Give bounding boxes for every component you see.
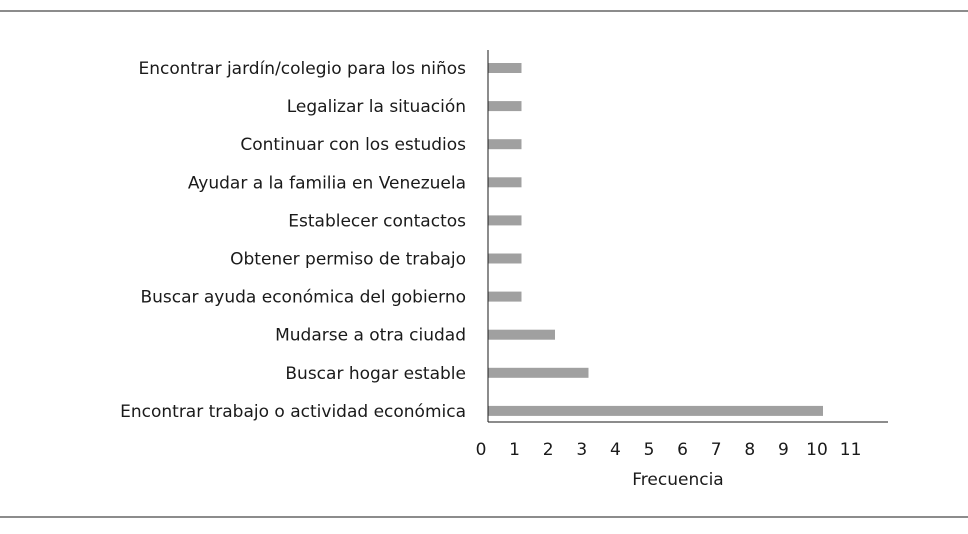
x-tick-label: 11 (840, 440, 862, 460)
bars-layer (488, 63, 823, 416)
x-tick-label: 8 (744, 440, 755, 460)
bar (488, 177, 522, 188)
category-label: Legalizar la situación (287, 97, 466, 117)
x-tick-label: 9 (778, 440, 789, 460)
x-tick-label: 4 (610, 440, 621, 460)
category-labels: Encontrar jardín/colegio para los niños L… (120, 59, 466, 422)
bar (488, 253, 522, 264)
x-tick-label: 1 (509, 440, 520, 460)
category-label: Encontrar jardín/colegio para los niños (138, 59, 466, 79)
x-axis-title: Frecuencia (632, 470, 723, 490)
category-label: Establecer contactos (288, 211, 466, 231)
x-tick-label: 3 (576, 440, 587, 460)
category-label: Buscar ayuda económica del gobierno (140, 288, 466, 308)
x-tick-label: 2 (543, 440, 554, 460)
x-tick-label: 0 (476, 440, 487, 460)
x-tick-label: 5 (644, 440, 655, 460)
axes (487, 50, 888, 423)
bar (488, 367, 589, 378)
x-tick-label: 6 (677, 440, 688, 460)
bar (488, 291, 522, 302)
bar (488, 329, 555, 340)
category-label: Mudarse a otra ciudad (275, 326, 466, 346)
category-label: Ayudar a la familia en Venezuela (188, 173, 466, 193)
category-label: Encontrar trabajo o actividad económica (120, 402, 466, 422)
x-tick-labels: 0 1 2 3 4 5 6 7 8 9 10 11 (476, 440, 862, 460)
bar (488, 405, 823, 416)
bar (488, 101, 522, 112)
bar (488, 139, 522, 150)
x-tick-label: 10 (806, 440, 828, 460)
category-label: Obtener permiso de trabajo (230, 250, 466, 270)
x-tick-label: 7 (711, 440, 722, 460)
bar (488, 63, 522, 73)
bar (488, 215, 522, 226)
category-label: Buscar hogar estable (285, 364, 466, 384)
category-label: Continuar con los estudios (240, 135, 466, 155)
